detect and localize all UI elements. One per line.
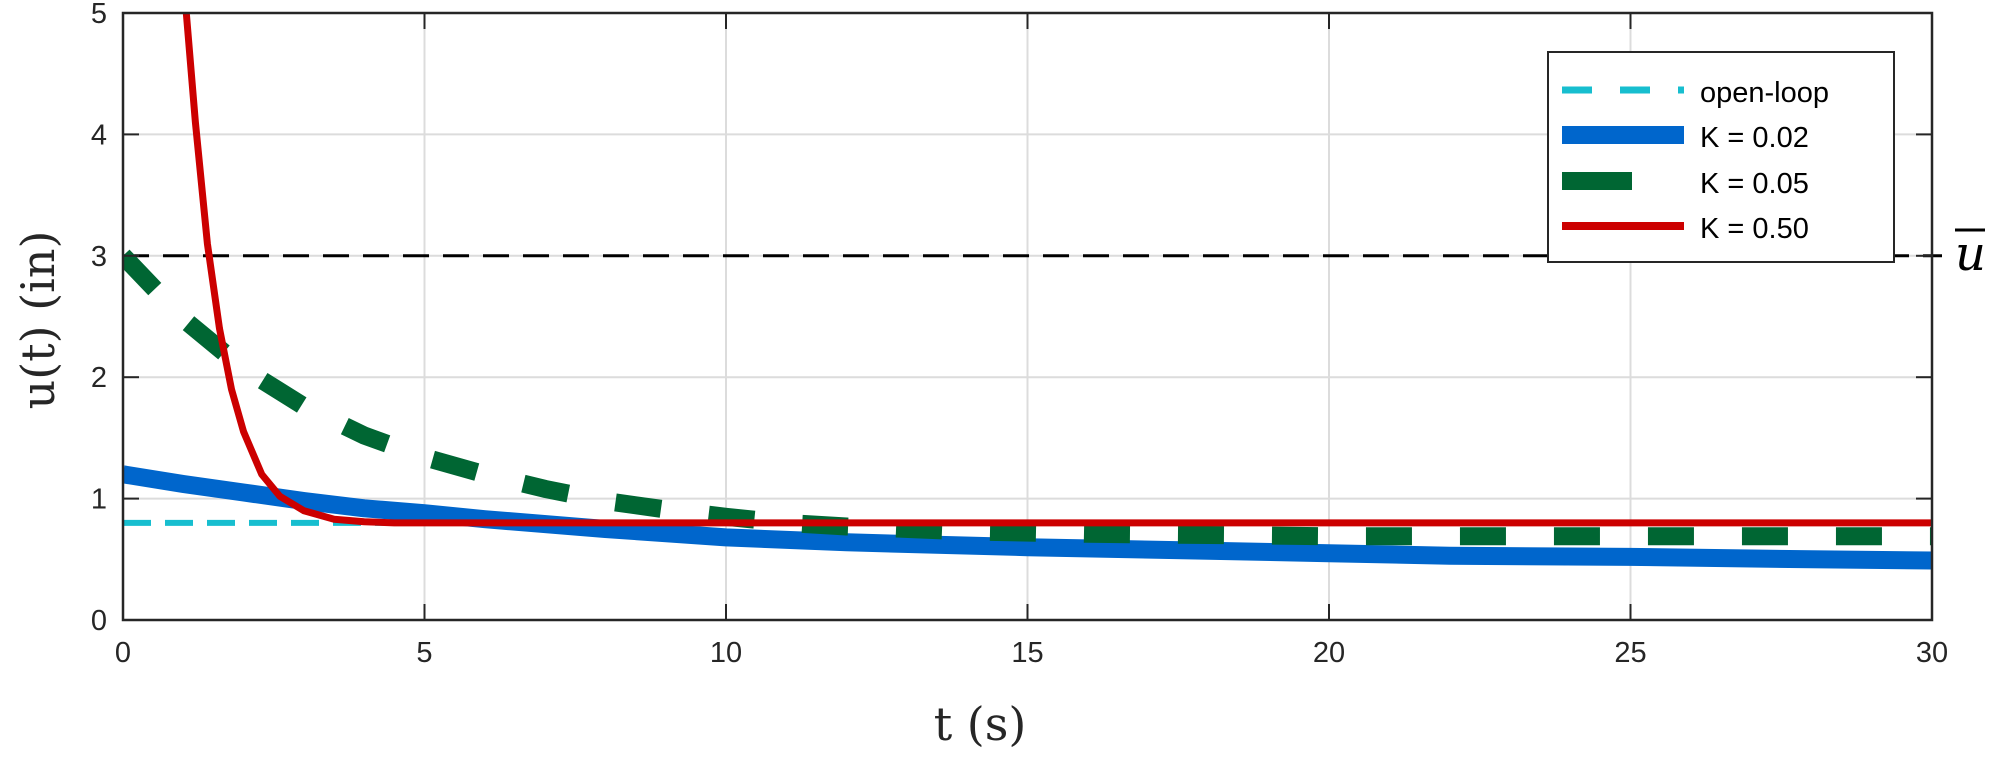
- legend-label-open-loop: open-loop: [1700, 77, 1829, 109]
- x-tick-label: 0: [115, 637, 131, 669]
- x-tick-label: 20: [1313, 637, 1345, 669]
- x-axis-label: t (s): [934, 697, 1027, 751]
- legend: open-loop K = 0.02 K = 0.05 K = 0.50: [1547, 51, 1895, 263]
- y-tick-label: 0: [91, 605, 107, 637]
- legend-label-k-005: K = 0.05: [1700, 168, 1809, 200]
- series-k-005: [123, 249, 1932, 546]
- y-tick-label: 4: [91, 119, 107, 151]
- series-k-050: [182, 13, 1932, 527]
- series-lines: [123, 13, 1932, 570]
- legend-label-k-050: K = 0.50: [1700, 213, 1809, 245]
- y-tick-label: 5: [91, 0, 107, 30]
- x-tick-label: 5: [416, 637, 432, 669]
- y-tick-label: 2: [91, 362, 107, 394]
- y-tick-label: 3: [91, 241, 107, 273]
- y-tick-label: 1: [91, 484, 107, 516]
- x-tick-label: 30: [1916, 637, 1948, 669]
- x-tick-label: 15: [1011, 637, 1043, 669]
- reference-label-text: u: [1955, 226, 1986, 282]
- x-tick-label: 25: [1614, 637, 1646, 669]
- reference-line-label: u: [1955, 226, 1986, 282]
- legend-label-k-002: K = 0.02: [1700, 122, 1809, 154]
- y-tick-labels: 0 1 2 3 4 5: [91, 0, 107, 637]
- x-tick-label: 10: [710, 637, 742, 669]
- axis-ticks: [122, 12, 1933, 621]
- y-axis-label: u(t) (in): [11, 231, 65, 410]
- x-tick-labels: 0 5 10 15 20 25 30: [115, 637, 1948, 669]
